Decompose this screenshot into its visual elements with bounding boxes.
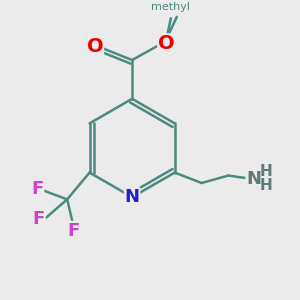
Text: H: H — [259, 164, 272, 178]
Text: N: N — [124, 188, 140, 206]
Text: O: O — [158, 34, 175, 53]
Text: H: H — [259, 178, 272, 194]
Text: F: F — [31, 180, 44, 198]
Text: O: O — [86, 37, 103, 56]
Text: F: F — [67, 222, 79, 240]
Text: N: N — [246, 169, 261, 188]
Text: methyl: methyl — [152, 2, 190, 12]
Text: F: F — [33, 210, 45, 228]
